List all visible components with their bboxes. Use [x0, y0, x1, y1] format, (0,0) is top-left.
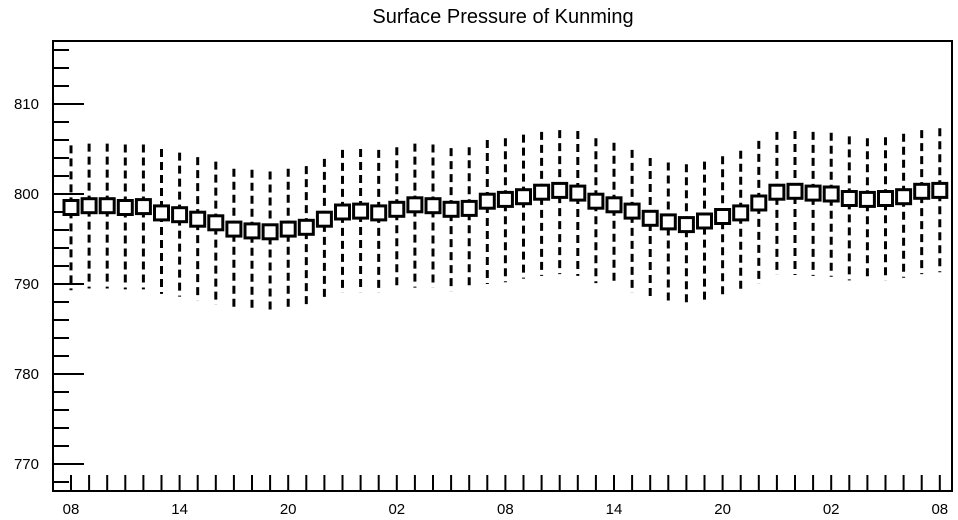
- data-point-marker: [605, 196, 623, 214]
- y-tick-label: 770: [14, 456, 39, 473]
- data-point-marker: [804, 184, 822, 202]
- x-tick-label: 02: [823, 501, 840, 518]
- y-tick-label: 790: [14, 276, 39, 293]
- data-point-marker: [189, 210, 207, 228]
- data-point-marker: [460, 199, 478, 217]
- data-point-marker: [171, 206, 189, 224]
- data-point-marker: [895, 188, 913, 206]
- data-point-marker: [623, 202, 641, 220]
- data-point-marker: [62, 199, 80, 216]
- data-point-marker: [931, 181, 949, 199]
- data-point-marker: [641, 209, 659, 227]
- data-point-marker: [297, 218, 315, 236]
- axis-ticks: [53, 49, 941, 491]
- data-point-marker: [696, 212, 713, 230]
- error-bars: [69, 128, 942, 312]
- data-point-marker: [80, 197, 98, 215]
- data-point-marker: [750, 194, 768, 212]
- data-point-marker: [98, 197, 116, 215]
- x-tick-label: 20: [280, 501, 297, 518]
- x-tick-label: 02: [388, 501, 405, 518]
- data-point-marker: [659, 213, 677, 231]
- data-point-marker: [207, 214, 225, 232]
- data-point-marker: [153, 204, 170, 222]
- data-point-marker: [406, 196, 424, 214]
- data-markers: [62, 181, 949, 241]
- data-point-marker: [424, 197, 442, 215]
- y-tick-label: 780: [14, 366, 39, 383]
- data-point-marker: [840, 190, 858, 207]
- data-point-marker: [533, 183, 551, 201]
- tick-labels: 770 780 790 800 810 08 14 20 02 08 14 20 02 08: [14, 96, 948, 518]
- y-tick-label: 810: [14, 96, 39, 113]
- plot-frame: [52, 40, 953, 492]
- data-point-marker: [714, 208, 732, 225]
- data-point-marker: [442, 200, 460, 218]
- data-point-marker: [858, 190, 876, 208]
- data-point-marker: [587, 192, 605, 210]
- data-point-marker: [478, 192, 496, 210]
- data-point-marker: [496, 190, 514, 208]
- data-point-marker: [768, 183, 786, 201]
- data-point-marker: [388, 200, 406, 218]
- data-point-marker: [334, 203, 351, 221]
- x-tick-label: 14: [171, 501, 188, 518]
- x-tick-label: 08: [63, 501, 80, 518]
- data-point-marker: [822, 185, 840, 203]
- data-point-marker: [551, 181, 569, 199]
- data-point-marker: [515, 188, 532, 206]
- data-point-marker: [370, 204, 388, 222]
- data-point-marker: [134, 198, 152, 216]
- y-tick-label: 800: [14, 186, 39, 203]
- x-tick-label: 08: [931, 501, 948, 518]
- data-point-marker: [732, 204, 750, 222]
- data-point-marker: [913, 182, 931, 200]
- x-tick-label: 08: [497, 501, 514, 518]
- data-point-marker: [569, 184, 587, 202]
- data-point-marker: [352, 202, 370, 220]
- x-tick-label: 14: [606, 501, 623, 518]
- x-tick-label: 20: [714, 501, 731, 518]
- data-point-marker: [786, 182, 804, 200]
- data-point-marker: [315, 210, 333, 228]
- chart-title: Surface Pressure of Kunming: [372, 6, 633, 28]
- data-point-marker: [261, 223, 279, 241]
- data-point-marker: [225, 220, 243, 238]
- data-point-marker: [243, 222, 261, 240]
- data-point-marker: [877, 190, 894, 207]
- data-point-marker: [116, 199, 134, 216]
- data-point-marker: [279, 220, 297, 238]
- data-point-marker: [677, 216, 695, 234]
